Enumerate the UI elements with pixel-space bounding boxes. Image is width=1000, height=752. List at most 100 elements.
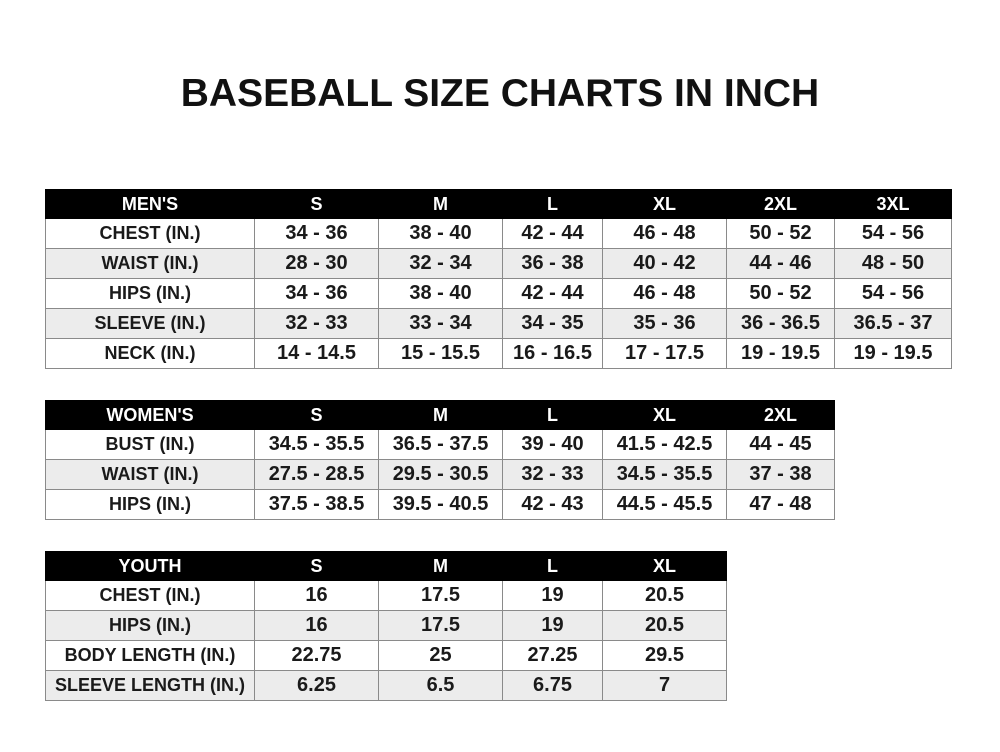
size-header: XL bbox=[602, 189, 727, 219]
measurement-cell: 15 - 15.5 bbox=[378, 338, 503, 369]
measurement-cell: 27.25 bbox=[502, 640, 603, 671]
measurement-cell: 6.25 bbox=[254, 670, 379, 701]
measurement-cell: 34 - 36 bbox=[254, 278, 379, 309]
measurement-cell: 54 - 56 bbox=[834, 278, 952, 309]
measurement-cell: 44 - 46 bbox=[726, 248, 835, 279]
measurement-cell: 36 - 38 bbox=[502, 248, 603, 279]
measurement-cell: 19 - 19.5 bbox=[726, 338, 835, 369]
youth-size-table: YOUTH S M L XL CHEST (IN.) 16 17.5 19 20.5 HIPS (I… bbox=[45, 551, 727, 701]
measurement-cell: 19 bbox=[502, 580, 603, 611]
size-header: XL bbox=[602, 400, 727, 430]
measurement-cell: 25 bbox=[378, 640, 503, 671]
table-row: HIPS (IN.) 34 - 36 38 - 40 42 - 44 46 - 48 50… bbox=[45, 278, 952, 309]
measurement-cell: 17.5 bbox=[378, 580, 503, 611]
header-row: MEN'S S M L XL 2XL 3XL bbox=[45, 189, 952, 219]
table-row: BODY LENGTH (IN.) 22.75 25 27.25 29.5 bbox=[45, 640, 727, 671]
measurement-label: BODY LENGTH (IN.) bbox=[45, 640, 255, 671]
measurement-cell: 42 - 44 bbox=[502, 218, 603, 249]
measurement-cell: 36.5 - 37.5 bbox=[378, 429, 503, 460]
measurement-cell: 20.5 bbox=[602, 610, 727, 641]
measurement-cell: 33 - 34 bbox=[378, 308, 503, 339]
measurement-cell: 39 - 40 bbox=[502, 429, 603, 460]
size-header: M bbox=[378, 400, 503, 430]
page-title: BASEBALL SIZE CHARTS IN INCH bbox=[180, 72, 820, 115]
measurement-cell: 34.5 - 35.5 bbox=[602, 459, 727, 490]
size-header: XL bbox=[602, 551, 727, 581]
category-header: MEN'S bbox=[45, 189, 255, 219]
measurement-cell: 22.75 bbox=[254, 640, 379, 671]
measurement-cell: 32 - 34 bbox=[378, 248, 503, 279]
measurement-cell: 40 - 42 bbox=[602, 248, 727, 279]
measurement-cell: 38 - 40 bbox=[378, 278, 503, 309]
measurement-cell: 42 - 43 bbox=[502, 489, 603, 520]
size-header: 2XL bbox=[726, 189, 835, 219]
table-row: BUST (IN.) 34.5 - 35.5 36.5 - 37.5 39 - 40 4… bbox=[45, 429, 835, 460]
measurement-cell: 54 - 56 bbox=[834, 218, 952, 249]
measurement-cell: 37.5 - 38.5 bbox=[254, 489, 379, 520]
measurement-cell: 14 - 14.5 bbox=[254, 338, 379, 369]
measurement-label: NECK (IN.) bbox=[45, 338, 255, 369]
measurement-label: CHEST (IN.) bbox=[45, 580, 255, 611]
measurement-cell: 38 - 40 bbox=[378, 218, 503, 249]
category-header: YOUTH bbox=[45, 551, 255, 581]
size-header: L bbox=[502, 189, 603, 219]
measurement-cell: 39.5 - 40.5 bbox=[378, 489, 503, 520]
size-header: S bbox=[254, 400, 379, 430]
measurement-cell: 44.5 - 45.5 bbox=[602, 489, 727, 520]
size-header: M bbox=[378, 551, 503, 581]
measurement-cell: 17.5 bbox=[378, 610, 503, 641]
measurement-cell: 47 - 48 bbox=[726, 489, 835, 520]
measurement-cell: 16 bbox=[254, 610, 379, 641]
measurement-cell: 48 - 50 bbox=[834, 248, 952, 279]
measurement-label: SLEEVE LENGTH (IN.) bbox=[45, 670, 255, 701]
table-row: WAIST (IN.) 28 - 30 32 - 34 36 - 38 40 - 42 4… bbox=[45, 248, 952, 279]
table-row: CHEST (IN.) 34 - 36 38 - 40 42 - 44 46 - 48 5… bbox=[45, 218, 952, 249]
measurement-cell: 34.5 - 35.5 bbox=[254, 429, 379, 460]
measurement-cell: 29.5 bbox=[602, 640, 727, 671]
measurement-cell: 37 - 38 bbox=[726, 459, 835, 490]
measurement-cell: 17 - 17.5 bbox=[602, 338, 727, 369]
size-header: L bbox=[502, 551, 603, 581]
measurement-cell: 27.5 - 28.5 bbox=[254, 459, 379, 490]
measurement-cell: 16 - 16.5 bbox=[502, 338, 603, 369]
size-header: S bbox=[254, 551, 379, 581]
header-row: YOUTH S M L XL bbox=[45, 551, 727, 581]
measurement-cell: 19 - 19.5 bbox=[834, 338, 952, 369]
measurement-cell: 35 - 36 bbox=[602, 308, 727, 339]
table-row: SLEEVE LENGTH (IN.) 6.25 6.5 6.75 7 bbox=[45, 670, 727, 701]
measurement-label: HIPS (IN.) bbox=[45, 278, 255, 309]
measurement-cell: 36.5 - 37 bbox=[834, 308, 952, 339]
measurement-cell: 44 - 45 bbox=[726, 429, 835, 460]
measurement-label: WAIST (IN.) bbox=[45, 248, 255, 279]
size-header: L bbox=[502, 400, 603, 430]
table-row: HIPS (IN.) 16 17.5 19 20.5 bbox=[45, 610, 727, 641]
measurement-cell: 34 - 36 bbox=[254, 218, 379, 249]
measurement-cell: 16 bbox=[254, 580, 379, 611]
measurement-label: WAIST (IN.) bbox=[45, 459, 255, 490]
table-row: SLEEVE (IN.) 32 - 33 33 - 34 34 - 35 35 - 36… bbox=[45, 308, 952, 339]
size-header: S bbox=[254, 189, 379, 219]
measurement-cell: 36 - 36.5 bbox=[726, 308, 835, 339]
measurement-cell: 34 - 35 bbox=[502, 308, 603, 339]
measurement-cell: 46 - 48 bbox=[602, 218, 727, 249]
measurement-cell: 50 - 52 bbox=[726, 278, 835, 309]
table-row: WAIST (IN.) 27.5 - 28.5 29.5 - 30.5 32 - 33… bbox=[45, 459, 835, 490]
size-header: M bbox=[378, 189, 503, 219]
table-row: NECK (IN.) 14 - 14.5 15 - 15.5 16 - 16.5 17 … bbox=[45, 338, 952, 369]
measurement-cell: 20.5 bbox=[602, 580, 727, 611]
measurement-cell: 50 - 52 bbox=[726, 218, 835, 249]
measurement-cell: 42 - 44 bbox=[502, 278, 603, 309]
size-header: 2XL bbox=[726, 400, 835, 430]
measurement-cell: 41.5 - 42.5 bbox=[602, 429, 727, 460]
measurement-cell: 46 - 48 bbox=[602, 278, 727, 309]
table-row: CHEST (IN.) 16 17.5 19 20.5 bbox=[45, 580, 727, 611]
measurement-label: CHEST (IN.) bbox=[45, 218, 255, 249]
measurement-cell: 7 bbox=[602, 670, 727, 701]
measurement-cell: 6.5 bbox=[378, 670, 503, 701]
table-row: HIPS (IN.) 37.5 - 38.5 39.5 - 40.5 42 - 43 4… bbox=[45, 489, 835, 520]
measurement-cell: 28 - 30 bbox=[254, 248, 379, 279]
measurement-cell: 6.75 bbox=[502, 670, 603, 701]
mens-size-table: MEN'S S M L XL 2XL 3XL CHEST (IN.) 34 - 36 38 - 4… bbox=[45, 189, 952, 369]
measurement-label: SLEEVE (IN.) bbox=[45, 308, 255, 339]
measurement-cell: 32 - 33 bbox=[502, 459, 603, 490]
